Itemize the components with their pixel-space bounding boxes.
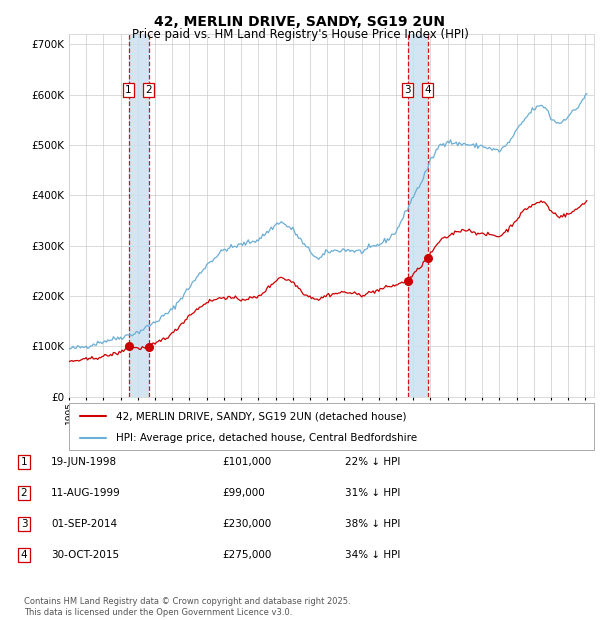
Text: Contains HM Land Registry data © Crown copyright and database right 2025.
This d: Contains HM Land Registry data © Crown c… xyxy=(24,598,350,617)
Text: 4: 4 xyxy=(424,86,431,95)
Text: 42, MERLIN DRIVE, SANDY, SG19 2UN (detached house): 42, MERLIN DRIVE, SANDY, SG19 2UN (detac… xyxy=(116,411,407,421)
Text: 34% ↓ HPI: 34% ↓ HPI xyxy=(345,550,400,560)
Text: 2: 2 xyxy=(145,86,152,95)
Text: 1: 1 xyxy=(125,86,132,95)
Text: 1: 1 xyxy=(20,457,28,467)
Text: 4: 4 xyxy=(20,550,28,560)
Text: 30-OCT-2015: 30-OCT-2015 xyxy=(51,550,119,560)
Text: £101,000: £101,000 xyxy=(222,457,271,467)
Text: 38% ↓ HPI: 38% ↓ HPI xyxy=(345,519,400,529)
Text: 31% ↓ HPI: 31% ↓ HPI xyxy=(345,488,400,498)
Text: 19-JUN-1998: 19-JUN-1998 xyxy=(51,457,117,467)
Text: 2: 2 xyxy=(20,488,28,498)
Bar xyxy=(128,34,149,397)
Text: 42, MERLIN DRIVE, SANDY, SG19 2UN: 42, MERLIN DRIVE, SANDY, SG19 2UN xyxy=(155,16,445,30)
Text: £230,000: £230,000 xyxy=(222,519,271,529)
Text: Price paid vs. HM Land Registry's House Price Index (HPI): Price paid vs. HM Land Registry's House … xyxy=(131,28,469,41)
Text: HPI: Average price, detached house, Central Bedfordshire: HPI: Average price, detached house, Cent… xyxy=(116,433,418,443)
Text: 01-SEP-2014: 01-SEP-2014 xyxy=(51,519,117,529)
Text: 22% ↓ HPI: 22% ↓ HPI xyxy=(345,457,400,467)
Text: £99,000: £99,000 xyxy=(222,488,265,498)
Text: 11-AUG-1999: 11-AUG-1999 xyxy=(51,488,121,498)
Text: 3: 3 xyxy=(20,519,28,529)
Text: £275,000: £275,000 xyxy=(222,550,271,560)
Text: 3: 3 xyxy=(404,86,411,95)
Bar xyxy=(407,34,428,397)
